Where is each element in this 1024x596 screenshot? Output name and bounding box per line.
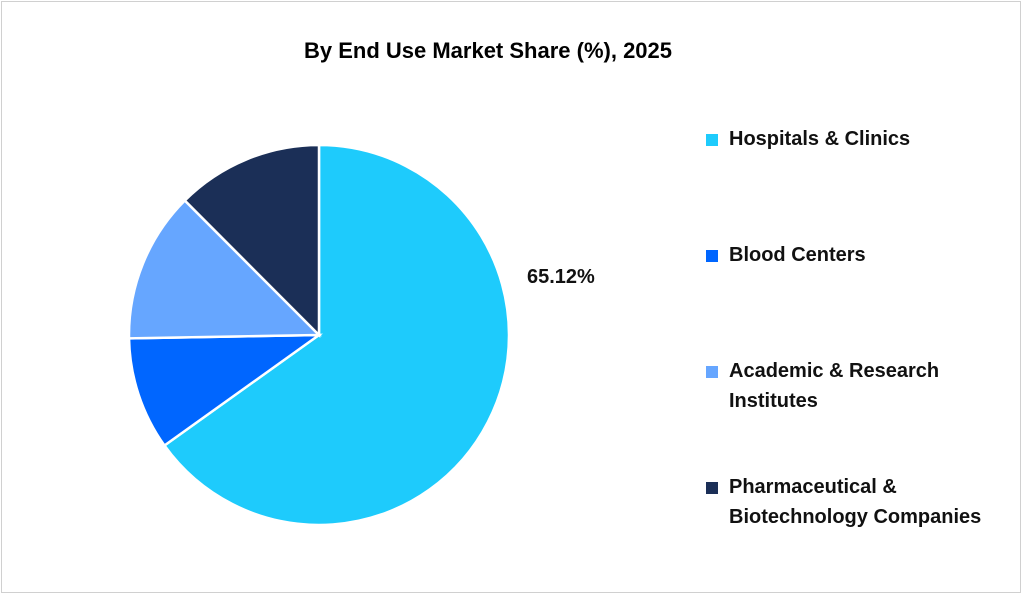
legend-label: Hospitals & Clinics <box>729 128 911 150</box>
legend-label: Pharmaceutical & Biotechnology Companies <box>729 476 982 528</box>
legend-label: Academic & Research Institutes <box>729 360 940 412</box>
pie-slice-blood-centers <box>127 333 323 448</box>
data-label-hospitals: 65.12% <box>527 266 595 288</box>
pie-slice-pharma <box>183 143 321 339</box>
legend-swatch <box>706 366 718 378</box>
chart-title: By End Use Market Share (%), 2025 <box>303 38 673 63</box>
legend-swatch <box>706 250 718 262</box>
legend-label: Blood Centers <box>729 244 866 266</box>
pie-slice-hospitals <box>162 143 511 527</box>
pie-slice-academic <box>127 198 322 340</box>
legend-swatch <box>706 482 718 494</box>
legend-swatch <box>706 134 718 146</box>
